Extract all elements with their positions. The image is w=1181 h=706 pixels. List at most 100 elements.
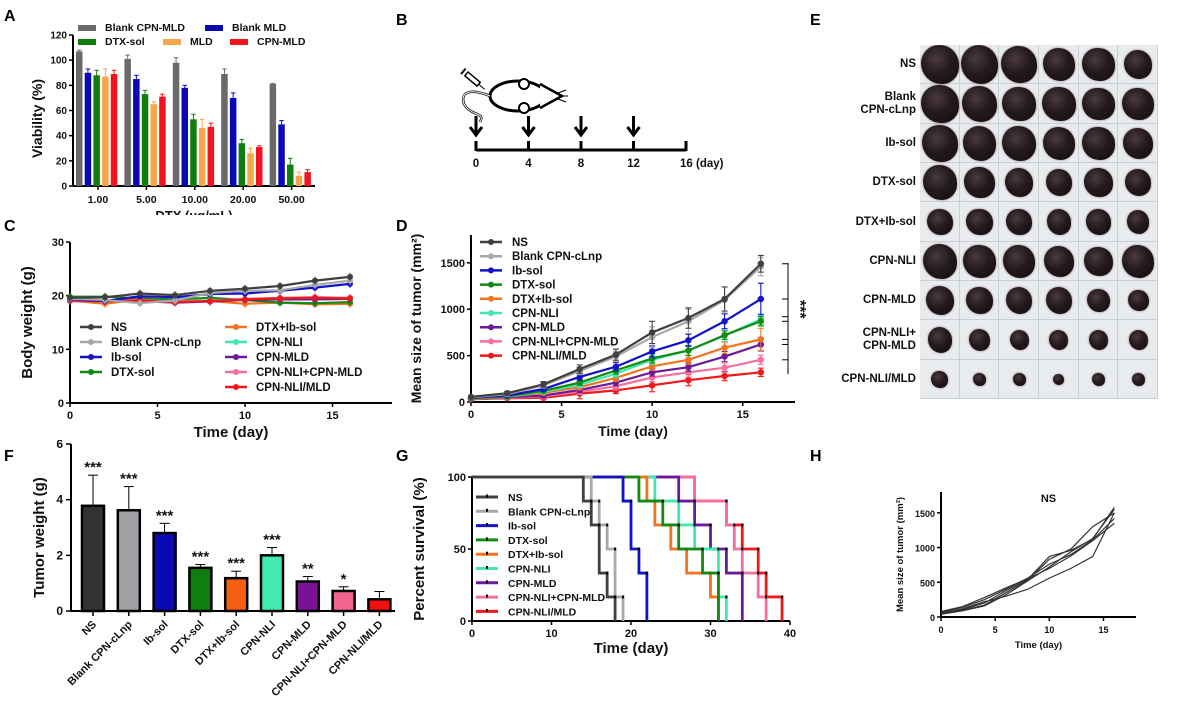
censor-mark bbox=[741, 523, 744, 527]
data-point bbox=[576, 379, 583, 386]
bar-blank-cpn-mld bbox=[172, 62, 180, 186]
bar-ns bbox=[80, 504, 106, 613]
data-point bbox=[242, 285, 248, 292]
arrow-head bbox=[521, 126, 536, 138]
photo-grid-cell bbox=[1118, 241, 1158, 281]
censor-mark bbox=[598, 523, 601, 527]
bar-dtx-sol bbox=[141, 94, 149, 186]
bar-blank-mld bbox=[181, 87, 188, 186]
legend-label: Ib-sol bbox=[111, 352, 142, 364]
mouse-tail-inner bbox=[462, 91, 491, 123]
tumor-row-label: Blank CPN-cLnp bbox=[860, 91, 916, 116]
tumor-row-label: NS bbox=[900, 58, 916, 71]
y-tick-label: 6 bbox=[56, 440, 63, 451]
tumor-row-label: DTX-sol bbox=[872, 176, 916, 189]
censor-mark bbox=[765, 595, 768, 599]
arrow-down-icon bbox=[573, 116, 589, 138]
bar-dtx-sol bbox=[190, 119, 197, 186]
legend-label: MLD bbox=[190, 36, 213, 48]
y-tick-label: 0 bbox=[58, 398, 64, 410]
individual-tumor-line bbox=[940, 509, 1115, 615]
legend-label: Blank MLD bbox=[232, 22, 287, 34]
censor-mark bbox=[725, 499, 728, 503]
tumor-sample bbox=[969, 329, 990, 351]
photo-grid-cell bbox=[1078, 241, 1119, 281]
photo-grid-cell bbox=[1078, 202, 1119, 242]
y-axis-label: Mean size of tumor (mm²) bbox=[895, 497, 906, 612]
tumor-row-label: CPN-MLD bbox=[862, 294, 916, 307]
panel-letter-e: E bbox=[810, 12, 821, 29]
y-tick-label: 500 bbox=[447, 351, 465, 363]
series-cpn-mld bbox=[472, 475, 744, 621]
tumor-sample bbox=[964, 167, 995, 199]
x-tick-label: 0 bbox=[468, 409, 474, 421]
bar-blank-cpn-mld bbox=[221, 74, 228, 186]
photo-grid-cell bbox=[999, 45, 1039, 85]
photo-grid-cell bbox=[1039, 281, 1079, 321]
data-point bbox=[757, 356, 765, 363]
y-tick-label: 1000 bbox=[441, 304, 465, 316]
x-tick-label: 0 bbox=[67, 410, 73, 422]
censor-mark bbox=[661, 499, 664, 503]
individual-tumor-line bbox=[940, 512, 1115, 614]
tumor-sample bbox=[1005, 208, 1033, 236]
photo-grid-cell bbox=[1039, 84, 1079, 124]
panel-letter-c: C bbox=[4, 218, 16, 235]
legend-marker bbox=[488, 338, 494, 345]
censor-mark bbox=[709, 523, 712, 527]
arrow-head bbox=[573, 126, 589, 138]
tumor-sample bbox=[1082, 126, 1115, 160]
data-point bbox=[685, 356, 692, 363]
tumor-sample bbox=[1049, 330, 1069, 350]
photo-grid-cell bbox=[999, 281, 1039, 321]
syringe-icon bbox=[460, 68, 486, 90]
censor-mark bbox=[614, 595, 617, 599]
data-point bbox=[721, 372, 728, 380]
legend-marker bbox=[486, 580, 488, 584]
y-tick-label: 20 bbox=[56, 156, 68, 167]
legend-label: Ib-sol bbox=[512, 265, 543, 277]
censor-mark bbox=[725, 595, 728, 599]
data-point bbox=[137, 290, 143, 297]
legend-swatch bbox=[163, 39, 181, 45]
x-tick-label: 15 bbox=[326, 410, 338, 422]
censor-mark bbox=[645, 571, 648, 575]
timeline-label: 8 bbox=[578, 158, 585, 170]
chart-c-body-weight: 0 10 20 30 0 5 10 15 Time (day) Body weight (g) NS… bbox=[19, 237, 392, 441]
data-point bbox=[685, 314, 692, 322]
photo-grid-cell bbox=[1039, 163, 1079, 203]
tumor-sample bbox=[960, 45, 999, 84]
tumor-sample bbox=[922, 165, 957, 200]
tumor-sample bbox=[1086, 209, 1111, 235]
x-tick-label: 40 bbox=[784, 628, 796, 640]
arrow-down-icon bbox=[626, 116, 641, 138]
tumor-sample bbox=[921, 125, 958, 162]
x-tick-label: 5.00 bbox=[136, 194, 157, 206]
photo-grid-cell bbox=[959, 202, 1000, 242]
data-point bbox=[277, 295, 283, 302]
legend-swatch bbox=[230, 39, 248, 45]
bar-ib-sol bbox=[152, 531, 177, 613]
photo-grid-cell bbox=[1039, 359, 1079, 399]
individual-tumor-line bbox=[940, 522, 1115, 613]
x-tick-label: 10 bbox=[1044, 625, 1054, 635]
legend-marker bbox=[233, 339, 239, 345]
x-tick-label: Blank CPN-cLnp bbox=[65, 618, 135, 688]
bar-blank-mld bbox=[229, 97, 237, 186]
bar-blank-cpn-mld bbox=[76, 51, 83, 186]
x-tick-label: 5 bbox=[559, 409, 565, 421]
tumor-sample bbox=[1087, 289, 1110, 313]
legend-marker bbox=[488, 239, 494, 245]
data-point bbox=[207, 298, 213, 305]
censor-mark bbox=[630, 499, 632, 503]
y-tick-label: 500 bbox=[920, 578, 935, 588]
y-tick-label: 20 bbox=[52, 291, 64, 303]
photo-grid-cell bbox=[1078, 84, 1119, 124]
legend-marker bbox=[488, 324, 494, 331]
legend-label: DTX-sol bbox=[512, 280, 555, 292]
photo-grid-cell bbox=[1118, 123, 1158, 163]
y-axis-label: Body weight (g) bbox=[19, 266, 36, 379]
bar-mld bbox=[295, 175, 303, 186]
x-axis-label: DTX (μg/mL) bbox=[155, 208, 232, 215]
